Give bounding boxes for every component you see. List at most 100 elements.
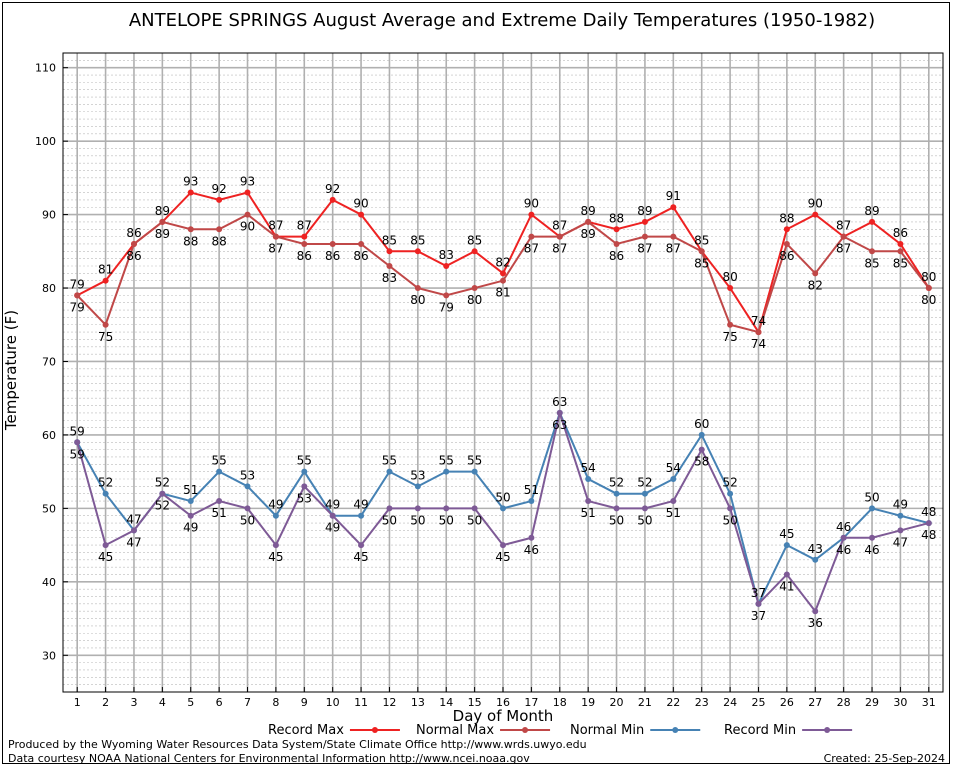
data-label: 51 bbox=[211, 506, 226, 520]
data-label: 63 bbox=[552, 395, 567, 409]
data-point bbox=[783, 542, 790, 549]
legend: Record Max Normal Max Normal Min Record Min bbox=[268, 723, 853, 738]
x-tick-label: 23 bbox=[695, 696, 709, 709]
x-tick-label: 18 bbox=[553, 696, 567, 709]
data-point bbox=[358, 240, 365, 247]
data-label: 75 bbox=[98, 330, 113, 344]
data-label: 41 bbox=[779, 579, 794, 593]
data-point bbox=[130, 240, 137, 247]
data-label: 49 bbox=[183, 521, 198, 535]
data-label: 50 bbox=[495, 490, 510, 504]
data-point bbox=[783, 240, 790, 247]
data-label: 82 bbox=[495, 255, 510, 269]
data-point bbox=[216, 196, 223, 203]
data-label: 79 bbox=[70, 277, 85, 291]
credit-line-1: Produced by the Wyoming Water Resources … bbox=[8, 738, 587, 751]
data-label: 87 bbox=[268, 242, 283, 256]
data-label: 55 bbox=[467, 454, 482, 468]
legend-label: Normal Min bbox=[570, 723, 644, 738]
y-tick-label: 70 bbox=[42, 355, 56, 368]
data-label: 46 bbox=[864, 543, 879, 557]
data-point bbox=[329, 240, 336, 247]
data-point bbox=[102, 277, 109, 284]
data-point bbox=[869, 248, 876, 255]
y-axis-label: Temperature (F) bbox=[2, 310, 20, 431]
x-tick-label: 20 bbox=[610, 696, 624, 709]
data-point bbox=[812, 556, 819, 563]
data-label: 46 bbox=[524, 543, 539, 557]
data-label: 50 bbox=[439, 513, 454, 527]
x-tick-label: 11 bbox=[354, 696, 368, 709]
data-point bbox=[244, 483, 251, 490]
data-label: 83 bbox=[439, 248, 454, 262]
data-label: 93 bbox=[240, 175, 255, 189]
data-label: 50 bbox=[609, 513, 624, 527]
data-point bbox=[869, 505, 876, 512]
x-tick-label: 5 bbox=[187, 696, 194, 709]
data-point bbox=[272, 233, 279, 240]
data-label: 88 bbox=[779, 211, 794, 225]
legend-swatch-marker bbox=[824, 727, 831, 733]
data-label: 55 bbox=[439, 454, 454, 468]
data-point bbox=[925, 520, 932, 527]
x-axis-label: Day of Month bbox=[453, 707, 554, 725]
data-point bbox=[783, 226, 790, 233]
data-label: 45 bbox=[353, 550, 368, 564]
data-label: 86 bbox=[325, 249, 340, 263]
data-point bbox=[670, 476, 677, 482]
data-point bbox=[187, 498, 194, 505]
data-point bbox=[556, 409, 563, 416]
data-label: 53 bbox=[410, 468, 425, 482]
data-point bbox=[500, 277, 506, 284]
data-label: 90 bbox=[524, 197, 539, 211]
grid bbox=[63, 52, 943, 693]
data-label: 48 bbox=[921, 528, 936, 542]
data-label: 48 bbox=[921, 505, 936, 519]
data-point bbox=[272, 542, 279, 549]
data-label: 36 bbox=[808, 616, 823, 630]
data-label: 89 bbox=[581, 227, 596, 241]
x-tick-label: 25 bbox=[751, 696, 765, 709]
data-label: 50 bbox=[864, 490, 879, 504]
data-point bbox=[670, 233, 677, 240]
data-point bbox=[528, 534, 535, 541]
data-label: 52 bbox=[637, 476, 652, 490]
data-label: 60 bbox=[694, 417, 709, 431]
data-label: 45 bbox=[779, 527, 794, 541]
data-point bbox=[500, 270, 506, 277]
data-label: 88 bbox=[609, 211, 624, 225]
data-label: 55 bbox=[211, 454, 226, 468]
data-point bbox=[386, 505, 393, 512]
data-point bbox=[897, 240, 904, 247]
x-tick-label: 31 bbox=[922, 696, 936, 709]
data-point bbox=[443, 468, 450, 475]
data-point bbox=[74, 292, 81, 299]
legend-label: Record Min bbox=[724, 723, 796, 738]
data-label: 59 bbox=[70, 447, 85, 461]
x-tick-label: 6 bbox=[216, 696, 223, 709]
x-tick-label: 10 bbox=[326, 696, 340, 709]
data-label: 86 bbox=[779, 249, 794, 263]
x-tick-label: 17 bbox=[524, 696, 538, 709]
data-label: 80 bbox=[722, 270, 737, 284]
y-tick-label: 80 bbox=[42, 282, 56, 295]
data-label: 85 bbox=[467, 233, 482, 247]
data-point bbox=[585, 218, 592, 225]
data-point bbox=[414, 483, 421, 490]
data-label: 85 bbox=[694, 233, 709, 247]
data-label: 50 bbox=[382, 513, 397, 527]
data-label: 89 bbox=[864, 204, 879, 218]
x-tick-label: 14 bbox=[439, 696, 453, 709]
data-label: 92 bbox=[211, 182, 226, 196]
data-point bbox=[840, 534, 847, 541]
data-label: 50 bbox=[637, 513, 652, 527]
data-point bbox=[698, 446, 705, 453]
credit-line-2: Data courtesy NOAA National Centers for … bbox=[8, 752, 530, 765]
series-normal-max bbox=[74, 211, 932, 336]
data-label: 51 bbox=[666, 506, 681, 520]
data-point bbox=[755, 600, 762, 607]
data-point bbox=[443, 505, 450, 512]
data-label: 90 bbox=[353, 197, 368, 211]
data-label: 55 bbox=[297, 454, 312, 468]
